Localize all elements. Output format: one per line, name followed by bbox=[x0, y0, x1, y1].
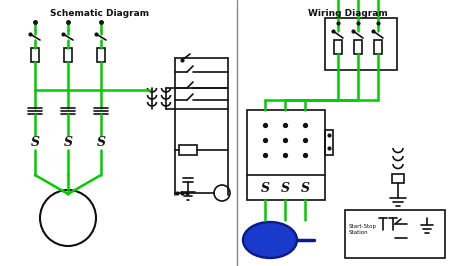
Bar bbox=[237, 0, 474, 266]
Bar bbox=[374, 40, 382, 54]
Bar bbox=[392, 174, 404, 183]
Bar bbox=[31, 48, 39, 62]
Text: S: S bbox=[301, 181, 310, 194]
Bar bbox=[64, 48, 72, 62]
Bar bbox=[247, 110, 325, 200]
Text: S: S bbox=[97, 136, 106, 149]
Text: S: S bbox=[64, 136, 73, 149]
Text: Wiring Diagram: Wiring Diagram bbox=[308, 9, 388, 18]
Text: Schematic Diagram: Schematic Diagram bbox=[50, 9, 150, 18]
Bar bbox=[97, 48, 105, 62]
Text: Start-Stop
Station: Start-Stop Station bbox=[349, 224, 377, 235]
Bar bbox=[179, 145, 197, 155]
Bar bbox=[325, 18, 397, 70]
Bar bbox=[334, 40, 342, 54]
Bar bbox=[325, 130, 333, 155]
Ellipse shape bbox=[243, 222, 297, 258]
Bar bbox=[0, 0, 237, 266]
Text: S: S bbox=[281, 181, 290, 194]
Bar bbox=[354, 40, 362, 54]
Text: S: S bbox=[30, 136, 39, 149]
Text: S: S bbox=[261, 181, 270, 194]
Bar bbox=[345, 210, 445, 258]
